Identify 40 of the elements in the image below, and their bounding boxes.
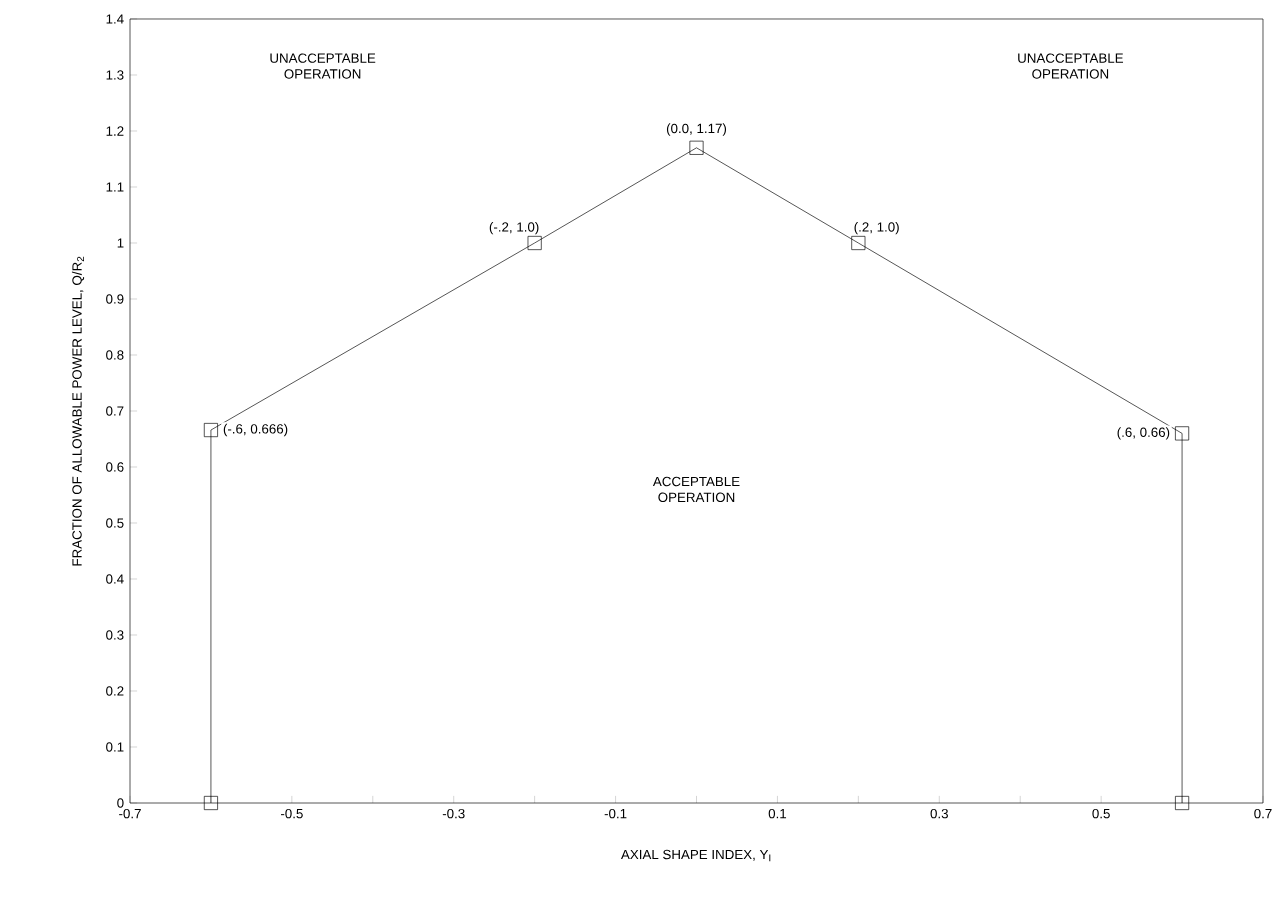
point xyxy=(527,235,542,250)
point xyxy=(1175,795,1190,811)
annotation: ACCEPTABLE OPERATION xyxy=(652,476,740,503)
x-tick-label: -0.5 xyxy=(280,808,303,819)
point xyxy=(689,140,704,155)
annotation: (-.6, 0.666) xyxy=(223,423,288,437)
y-tick-label: 1.2 xyxy=(106,126,124,136)
y-tick-label: 1.3 xyxy=(106,70,124,80)
point xyxy=(203,423,218,438)
annotation: (.2, 1.0) xyxy=(854,221,899,235)
x-axis-title: AXIAL SHAPE INDEX, Y$_{I}$ xyxy=(620,849,771,862)
x-tick-label: -0.1 xyxy=(604,808,627,819)
y-tick-label: 0.1 xyxy=(106,742,124,752)
y-tick-label: 1 xyxy=(117,238,124,248)
annotation: UNACCEPTABLE OPERATION xyxy=(270,53,376,79)
annotation: (0.0, 1.17) xyxy=(666,123,727,136)
y-tick-label: 1.4 xyxy=(106,14,124,24)
x-tick-label: 0.3 xyxy=(930,808,948,819)
point xyxy=(851,235,866,250)
x-tick-label: 0.1 xyxy=(768,808,787,819)
y-tick-label: 0.4 xyxy=(106,574,124,584)
annotation: (-.2, 1.0) xyxy=(489,221,539,235)
x-tick-label: 0.5 xyxy=(1092,808,1110,819)
y-tick-label: 0.9 xyxy=(106,294,124,304)
point xyxy=(203,795,218,811)
y-tick-label: 0 xyxy=(117,798,124,808)
y-tick-label: 0.7 xyxy=(106,406,124,416)
y-tick-label: 0.3 xyxy=(106,630,124,640)
y-tick-label: 1.1 xyxy=(106,182,124,192)
y-tick-label: 0.8 xyxy=(106,350,124,360)
y-axis-title: FRACTION OF ALLOWABLE POWER LEVEL, Q/R$_{2}$ xyxy=(71,256,85,566)
annotation: (.6, 0.66) xyxy=(1117,427,1170,440)
y-tick-label: 0.2 xyxy=(106,686,124,696)
x-tick-label: 0.7 xyxy=(1254,808,1272,819)
annotation: UNACCEPTABLE OPERATION xyxy=(1018,53,1124,79)
y-tick-label: 0.6 xyxy=(106,462,124,472)
x-tick-label: -0.7 xyxy=(119,808,141,819)
x-tick-label: -0.3 xyxy=(442,808,465,819)
y-tick-label: 0.5 xyxy=(106,518,124,528)
point xyxy=(1175,426,1190,441)
